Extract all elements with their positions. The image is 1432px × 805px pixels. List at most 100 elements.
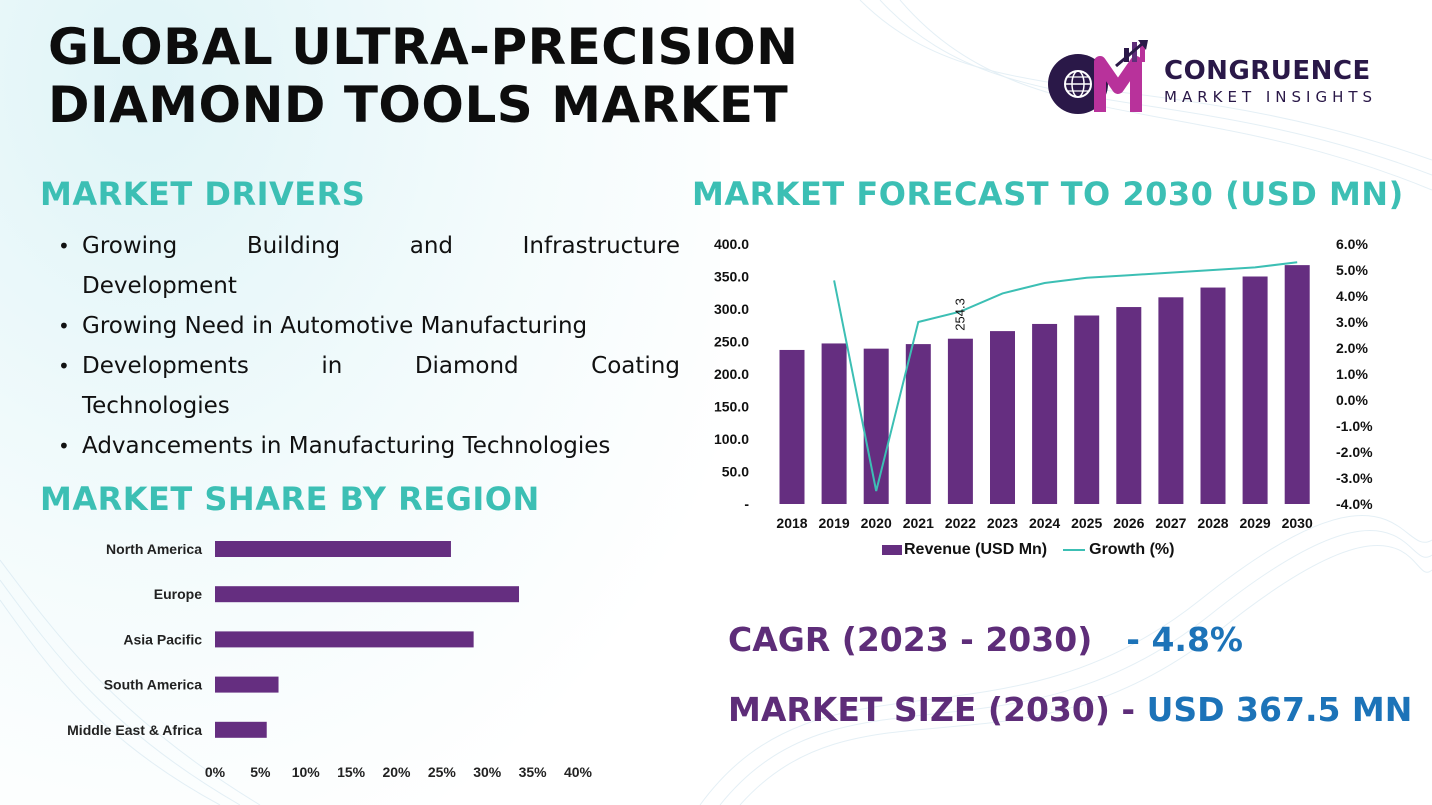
revenue-bar (947, 338, 973, 504)
region-x-tick-label: 20% (382, 764, 411, 780)
forecast-x-tick-label: 2027 (1155, 515, 1186, 531)
market-size-value: USD 367.5 MN (1146, 690, 1413, 729)
market-share-heading: MARKET SHARE BY REGION (40, 480, 540, 518)
forecast-left-tick-label: 350.0 (714, 269, 749, 285)
forecast-x-tick-label: 2018 (776, 515, 807, 531)
forecast-left-tick-label: 300.0 (714, 301, 749, 317)
page-title-line-1: GLOBAL ULTRA-PRECISION (48, 18, 799, 76)
legend-item-revenue: Revenue (USD Mn) (882, 541, 1047, 559)
forecast-right-tick-label: 4.0% (1336, 288, 1368, 304)
forecast-left-tick-label: 150.0 (714, 399, 749, 415)
revenue-bar (1116, 307, 1142, 504)
driver-item-text-cont: Development (82, 273, 237, 299)
region-x-tick-label: 0% (205, 764, 226, 780)
forecast-x-tick-label: 2028 (1197, 515, 1228, 531)
region-category-label: Middle East & Africa (67, 722, 202, 738)
forecast-right-tick-label: 6.0% (1336, 236, 1368, 252)
region-x-tick-label: 40% (564, 764, 593, 780)
forecast-x-tick-label: 2022 (945, 515, 976, 531)
region-x-tick-label: 25% (428, 764, 457, 780)
cagr-stat: CAGR (2023 - 2030) - 4.8% (728, 620, 1243, 659)
region-bar (215, 676, 279, 693)
region-category-label: North America (106, 541, 202, 557)
forecast-x-tick-label: 2029 (1240, 515, 1271, 531)
revenue-bar (1032, 323, 1058, 504)
logo-name: CONGRUENCE (1164, 56, 1371, 86)
region-bar (215, 586, 520, 603)
revenue-bar (1200, 287, 1226, 504)
driver-item-text: Growing Building and Infrastructure (82, 233, 680, 259)
driver-item: Advancements in Manufacturing Technologi… (58, 426, 680, 466)
forecast-x-tick-label: 2024 (1029, 515, 1060, 531)
forecast-x-tick-label: 2020 (861, 515, 892, 531)
region-x-tick-label: 30% (473, 764, 502, 780)
region-bar (215, 631, 474, 648)
region-category-label: Europe (154, 586, 202, 602)
forecast-x-tick-label: 2030 (1282, 515, 1313, 531)
forecast-left-tick-label: 50.0 (722, 464, 749, 480)
forecast-left-tick-label: 400.0 (714, 236, 749, 252)
region-bar (215, 541, 451, 557)
growth-line (833, 261, 1298, 492)
revenue-bar (990, 331, 1015, 504)
cm-monogram-icon (1048, 36, 1148, 114)
region-x-tick-label: 15% (337, 764, 366, 780)
revenue-bar (779, 349, 805, 504)
region-bar (215, 721, 267, 738)
cagr-label: CAGR (2023 - 2030) (728, 620, 1093, 659)
region-x-tick-label: 10% (292, 764, 321, 780)
cagr-value: - 4.8% (1126, 620, 1243, 659)
forecast-right-tick-label: -3.0% (1336, 470, 1373, 486)
driver-item: Growing Building and Infrastructure Deve… (58, 226, 680, 306)
forecast-right-tick-label: 3.0% (1336, 314, 1368, 330)
forecast-left-tick-label: 250.0 (714, 334, 749, 350)
forecast-right-tick-label: -1.0% (1336, 418, 1373, 434)
forecast-right-tick-label: 5.0% (1336, 262, 1368, 278)
driver-item-text-cont: Technologies (82, 393, 230, 419)
revenue-bar (821, 343, 847, 504)
legend-item-growth: Growth (%) (1063, 541, 1174, 559)
forecast-right-tick-label: -2.0% (1336, 444, 1373, 460)
legend-label-growth: Growth (%) (1089, 541, 1175, 558)
forecast-left-tick-label: - (744, 496, 749, 512)
market-drivers-list: Growing Building and Infrastructure Deve… (58, 226, 680, 466)
region-x-tick-label: 5% (250, 764, 271, 780)
legend-swatch-line (1063, 549, 1086, 551)
forecast-left-tick-label: 100.0 (714, 431, 749, 447)
revenue-data-label: 254.3 (952, 298, 967, 331)
page-title-line-2: DIAMOND TOOLS MARKET (48, 76, 789, 134)
forecast-x-tick-label: 2019 (819, 515, 850, 531)
region-x-tick-label: 35% (519, 764, 548, 780)
driver-item: Growing Need in Automotive Manufacturing (58, 306, 680, 346)
forecast-x-tick-label: 2026 (1113, 515, 1144, 531)
legend-swatch-bar (882, 545, 902, 555)
forecast-right-tick-label: -4.0% (1336, 496, 1373, 512)
forecast-right-tick-label: 0.0% (1336, 392, 1368, 408)
market-size-label: MARKET SIZE (2030) - (728, 690, 1136, 729)
revenue-bar (1074, 315, 1100, 504)
driver-item: Developments in Diamond Coating Technolo… (58, 346, 680, 426)
driver-item-text: Advancements in Manufacturing Technologi… (82, 433, 611, 459)
forecast-x-tick-label: 2023 (987, 515, 1018, 531)
forecast-x-tick-label: 2021 (903, 515, 934, 531)
forecast-right-tick-label: 2.0% (1336, 340, 1368, 356)
driver-item-text: Developments in Diamond Coating (82, 353, 680, 379)
region-category-label: South America (104, 677, 202, 693)
market-forecast-heading: MARKET FORECAST TO 2030 (USD MN) (692, 175, 1404, 213)
forecast-left-tick-label: 200.0 (714, 366, 749, 382)
market-drivers-heading: MARKET DRIVERS (40, 175, 366, 213)
logo-subtitle: MARKET INSIGHTS (1164, 88, 1378, 106)
forecast-legend: Revenue (USD Mn) Growth (%) (882, 541, 1190, 559)
company-logo: CONGRUENCE MARKET INSIGHTS (1046, 36, 1406, 120)
revenue-bar (1284, 265, 1310, 504)
page-title: GLOBAL ULTRA-PRECISION DIAMOND TOOLS MAR… (48, 18, 799, 134)
forecast-right-tick-label: 1.0% (1336, 366, 1368, 382)
revenue-bar (905, 344, 931, 504)
region-category-label: Asia Pacific (123, 631, 202, 647)
driver-item-text: Growing Need in Automotive Manufacturing (82, 313, 588, 339)
revenue-bar (1158, 297, 1184, 504)
revenue-bar (1242, 276, 1268, 504)
revenue-bar (863, 348, 889, 504)
